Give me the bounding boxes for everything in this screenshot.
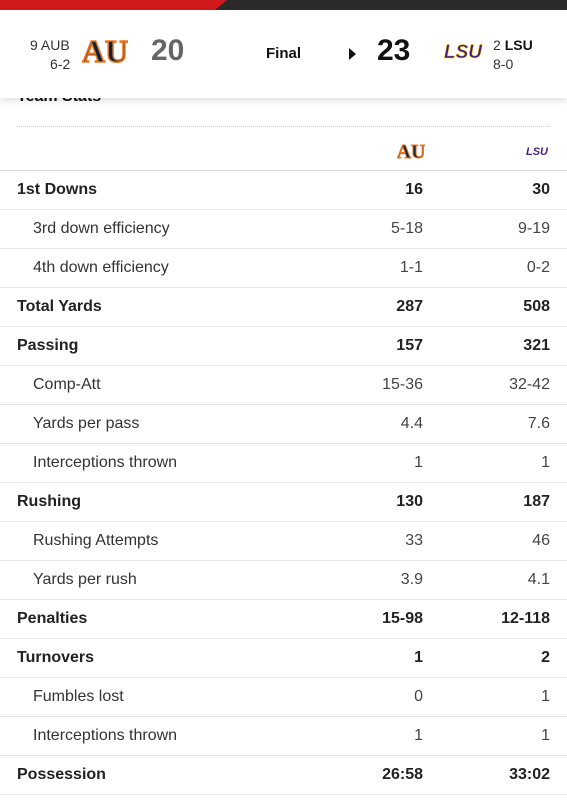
away-stat-value: 1	[414, 454, 423, 471]
stat-row: Yards per pass 4.4 7.6	[0, 405, 567, 444]
stat-label: Yards per rush	[33, 571, 137, 588]
team-logo-row: AU LSU	[0, 127, 567, 171]
scoreboard-header: 9 AUB 6-2 AU 20 Final 23 LSU 2 LSU 8-0	[0, 10, 567, 98]
home-stat-value: 1	[541, 454, 550, 471]
home-stat-value: 30	[532, 181, 550, 198]
stat-row: Turnovers 1 2	[0, 639, 567, 678]
stat-label: Interceptions thrown	[33, 727, 178, 744]
home-stat-value: 33:02	[509, 766, 550, 783]
stat-row: 3rd down efficiency 5-18 9-19	[0, 210, 567, 249]
stat-row: Possession 26:58 33:02	[0, 756, 567, 795]
home-stat-value: 4.1	[527, 571, 550, 588]
away-stat-value: 26:58	[382, 766, 423, 783]
stat-row: Fumbles lost 0 1	[0, 678, 567, 717]
stat-row: Passing 157 321	[0, 327, 567, 366]
stat-row: Penalties 15-98 12-118	[0, 600, 567, 639]
home-stat-value: 187	[523, 493, 550, 510]
away-stat-value: 1	[414, 649, 423, 666]
home-team-rank: 2	[493, 37, 501, 53]
stat-label: Passing	[17, 337, 79, 354]
home-stat-value: 12-118	[501, 610, 550, 627]
home-stat-value: 7.6	[527, 415, 550, 432]
auburn-logo[interactable]: AU	[82, 32, 128, 70]
away-stat-value: 3.9	[400, 571, 423, 588]
home-stat-value: 46	[532, 532, 550, 549]
home-team-score: 23	[377, 34, 411, 67]
divider	[17, 126, 550, 127]
stat-label: Possession	[17, 766, 106, 783]
away-team-rank-abbr[interactable]: 9 AUB	[30, 37, 70, 53]
away-stat-value: 157	[396, 337, 423, 354]
home-team-rank-abbr[interactable]: 2 LSU	[493, 37, 533, 53]
away-stat-value: 15-36	[382, 376, 423, 393]
auburn-logo: AU	[397, 141, 425, 163]
home-stat-value: 32-42	[509, 376, 550, 393]
stat-row: Rushing 130 187	[0, 483, 567, 522]
away-stat-value: 1	[414, 727, 423, 744]
home-stat-value: 2	[541, 649, 550, 666]
home-stat-value: 0-2	[526, 259, 550, 276]
away-stat-value: 16	[405, 181, 423, 198]
away-team-record: 6-2	[50, 56, 71, 72]
game-status: Final	[266, 45, 302, 62]
home-stat-value: 1	[541, 727, 550, 744]
away-team-score: 20	[151, 34, 185, 67]
away-stat-value: 1-1	[399, 259, 423, 276]
home-team-record: 8-0	[493, 56, 514, 72]
stats-table: 1st Downs 16 30 3rd down efficiency 5-18 9-19…	[0, 171, 567, 795]
auburn-mini-logo-text: AU	[397, 141, 425, 162]
stat-row: Total Yards 287 508	[0, 288, 567, 327]
lsu-logo-text: LSU	[444, 42, 483, 61]
stat-row: 4th down efficiency 1-1 0-2	[0, 249, 567, 288]
stat-label: 1st Downs	[17, 181, 98, 198]
home-stat-value: 508	[523, 298, 550, 315]
stat-row: 1st Downs 16 30	[0, 171, 567, 210]
stat-label: Total Yards	[17, 298, 102, 315]
home-team-abbr: LSU	[504, 37, 533, 53]
stat-label: Turnovers	[17, 649, 95, 666]
stat-row: Interceptions thrown 1 1	[0, 717, 567, 756]
auburn-logo-text: AU	[82, 33, 128, 69]
stat-row: Rushing Attempts 33 46	[0, 522, 567, 561]
stat-label: Yards per pass	[33, 415, 140, 432]
stat-row: Yards per rush 3.9 4.1	[0, 561, 567, 600]
away-stat-value: 15-98	[382, 610, 423, 627]
play-arrow-icon	[349, 48, 356, 60]
stat-label: 3rd down efficiency	[33, 220, 170, 237]
home-stat-value: 1	[541, 688, 550, 705]
stat-label: Interceptions thrown	[33, 454, 178, 471]
stat-label: Penalties	[17, 610, 88, 627]
stat-label: Rushing	[17, 493, 81, 510]
stat-label: 4th down efficiency	[33, 259, 169, 276]
stat-label: Rushing Attempts	[33, 532, 159, 549]
away-team-abbr: AUB	[40, 37, 70, 53]
top-accent-red	[0, 0, 227, 10]
stat-row: Interceptions thrown 1 1	[0, 444, 567, 483]
home-stat-value: 9-19	[517, 220, 550, 237]
lsu-logo[interactable]: LSU	[441, 41, 485, 61]
away-stat-value: 4.4	[400, 415, 423, 432]
lsu-logo: LSU	[526, 146, 549, 157]
away-team-rank: 9	[30, 37, 38, 53]
home-stat-value: 321	[523, 337, 550, 354]
away-stat-value: 0	[414, 688, 423, 705]
away-stat-value: 287	[396, 298, 423, 315]
away-stat-value: 5-18	[390, 220, 423, 237]
away-stat-value: 130	[396, 493, 423, 510]
stat-label: Comp-Att	[33, 376, 101, 393]
top-accent-bar	[0, 0, 567, 10]
away-stat-value: 33	[405, 532, 423, 549]
lsu-mini-logo-text: LSU	[526, 146, 549, 157]
stat-row: Comp-Att 15-36 32-42	[0, 366, 567, 405]
stat-label: Fumbles lost	[33, 688, 124, 705]
